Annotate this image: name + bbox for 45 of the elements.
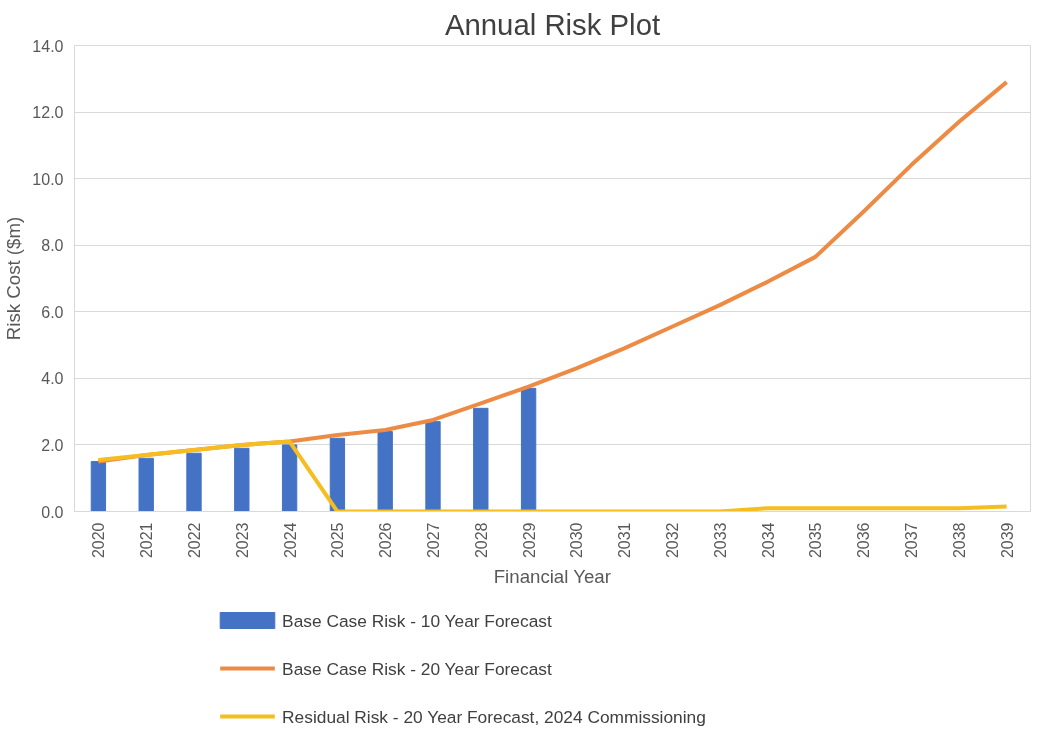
x-tick-label: 2021: [138, 522, 156, 559]
legend-label: Base Case Risk - 20 Year Forecast: [282, 658, 552, 679]
chart-title: Annual Risk Plot: [444, 7, 661, 41]
x-tick-label: 2035: [807, 522, 825, 559]
y-tick-label: 8.0: [41, 237, 64, 255]
x-tick-label: 2024: [281, 522, 299, 559]
x-tick-label: 2022: [186, 522, 203, 559]
bar: [90, 461, 107, 512]
x-tick-label: 2032: [664, 522, 681, 559]
x-tick-label: 2033: [711, 522, 729, 559]
x-tick-label: 2036: [855, 522, 873, 559]
x-tick-label: 2037: [903, 522, 920, 559]
x-tick-label: 2039: [998, 522, 1016, 559]
x-tick-label: 2038: [950, 522, 968, 559]
bar: [329, 437, 346, 512]
bar: [234, 447, 250, 512]
y-tick-label: 10.0: [32, 170, 64, 188]
legend-label: Residual Risk - 20 Year Forecast, 2024 Commissioning: [282, 706, 706, 727]
bar: [425, 421, 441, 512]
x-tick-label: 2030: [568, 522, 586, 559]
x-tick-label: 2031: [616, 522, 634, 559]
bar: [377, 431, 393, 512]
y-tick-label: 0.0: [41, 503, 64, 521]
y-tick-label: 14.0: [32, 37, 64, 55]
x-axis-title: Financial Year: [493, 566, 611, 588]
bar: [520, 387, 537, 512]
y-tick-label: 6.0: [41, 303, 64, 321]
x-tick-label: 2025: [329, 522, 347, 559]
bar: [281, 444, 298, 512]
bar: [473, 407, 489, 512]
y-tick-label: 2.0: [41, 436, 64, 454]
bar: [138, 457, 154, 512]
line-series: [96, 439, 1009, 512]
y-tick-label: 12.0: [32, 104, 64, 122]
x-tick-label: 2026: [377, 522, 395, 559]
bar: [186, 452, 202, 512]
legend-label: Base Case Risk - 10 Year Forecast: [282, 610, 552, 631]
x-tick-label: 2029: [520, 522, 538, 559]
x-tick-label: 2027: [425, 522, 442, 559]
x-tick-label: 2034: [759, 522, 777, 559]
y-axis-title: Risk Cost ($m): [3, 216, 25, 341]
x-tick-label: 2020: [90, 522, 108, 559]
y-tick-label: 4.0: [41, 370, 64, 388]
x-tick-label: 2023: [233, 522, 251, 559]
x-tick-label: 2028: [472, 522, 490, 559]
